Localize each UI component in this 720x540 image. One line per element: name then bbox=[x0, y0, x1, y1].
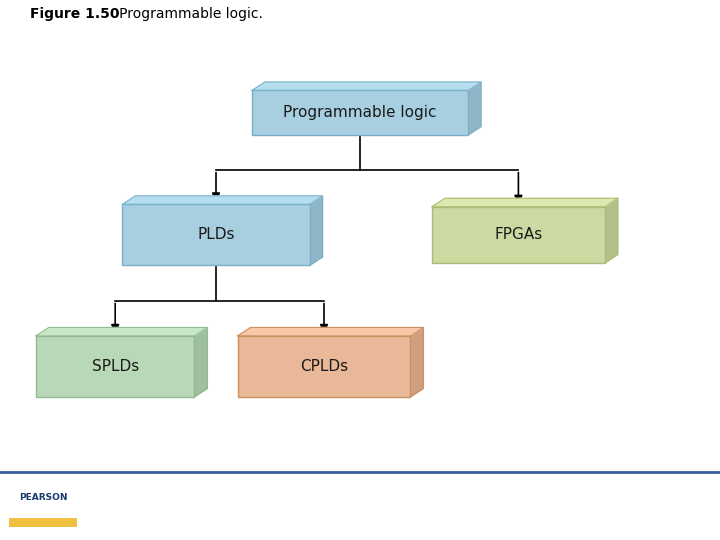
Polygon shape bbox=[432, 198, 618, 207]
Text: CPLDs: CPLDs bbox=[300, 359, 348, 374]
FancyBboxPatch shape bbox=[252, 90, 468, 135]
Polygon shape bbox=[36, 327, 207, 336]
Text: PEARSON: PEARSON bbox=[19, 494, 68, 502]
Polygon shape bbox=[410, 327, 423, 397]
FancyBboxPatch shape bbox=[9, 517, 77, 528]
Polygon shape bbox=[238, 327, 423, 336]
Text: Digital Fundamentals: Digital Fundamentals bbox=[91, 487, 205, 495]
Polygon shape bbox=[194, 327, 207, 397]
Text: Thomas L. Floyd: Thomas L. Floyd bbox=[91, 514, 176, 524]
FancyBboxPatch shape bbox=[432, 207, 605, 263]
Polygon shape bbox=[252, 82, 481, 90]
Text: Upper Saddle River, New Jersey 07458: Upper Saddle River, New Jersey 07458 bbox=[521, 503, 709, 514]
FancyBboxPatch shape bbox=[36, 336, 194, 397]
Text: Figure 1.50: Figure 1.50 bbox=[30, 7, 120, 21]
Text: Programmable logic: Programmable logic bbox=[283, 105, 437, 120]
Text: Programmable logic.: Programmable logic. bbox=[106, 7, 263, 21]
FancyBboxPatch shape bbox=[238, 336, 410, 397]
FancyBboxPatch shape bbox=[9, 484, 77, 528]
Text: , Tenth Edition: , Tenth Edition bbox=[198, 486, 272, 496]
FancyBboxPatch shape bbox=[122, 204, 310, 266]
Polygon shape bbox=[605, 198, 618, 263]
Polygon shape bbox=[310, 196, 323, 266]
Polygon shape bbox=[468, 82, 481, 135]
Text: PLDs: PLDs bbox=[197, 227, 235, 242]
Polygon shape bbox=[122, 196, 323, 204]
Text: SPLDs: SPLDs bbox=[91, 359, 139, 374]
Text: All rights reserved.: All rights reserved. bbox=[617, 522, 709, 532]
Text: FPGAs: FPGAs bbox=[494, 227, 543, 242]
Text: Copyright ©2009 by Pearson Higher Education, Inc.: Copyright ©2009 by Pearson Higher Educat… bbox=[456, 484, 709, 495]
